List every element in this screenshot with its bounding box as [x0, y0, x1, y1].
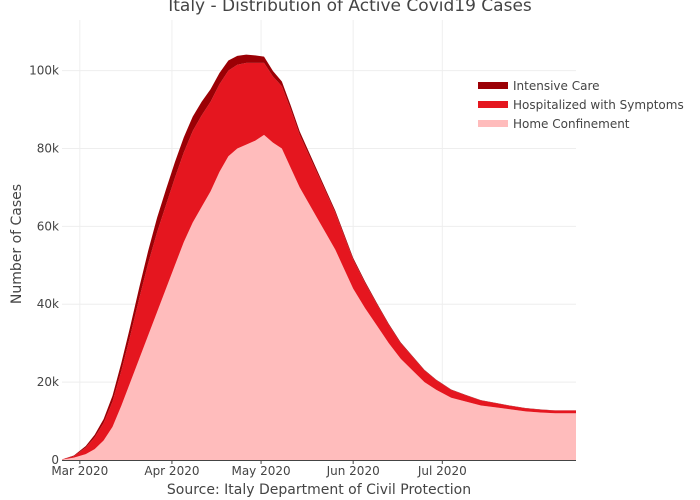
x-tick-label: Apr 2020: [144, 464, 199, 478]
y-tick-label: 60k: [37, 219, 59, 233]
y-axis-label: Number of Cases: [9, 183, 25, 305]
stacked-areas: [62, 54, 576, 460]
chart-title: Italy - Distribution of Active Covid19 C…: [168, 0, 532, 16]
y-tick-label: 40k: [37, 297, 59, 311]
axes: 0 20k 40k 60k 80k 100k Mar 2020 Apr 2020 May 202…: [29, 64, 576, 478]
area-hospitalized-with-symptoms: [62, 62, 576, 460]
x-tick-label: Mar 2020: [51, 464, 108, 478]
legend-item-intensive-care[interactable]: Intensive Care: [478, 76, 684, 95]
legend-label-intensive-care: Intensive Care: [513, 78, 600, 93]
x-tick-label: Jun 2020: [326, 464, 380, 478]
x-axis-label: Source: Italy Department of Civil Protec…: [166, 482, 472, 498]
y-tick-label: 0: [51, 453, 59, 467]
legend-swatch-hospitalized: [478, 101, 508, 108]
legend-item-hospitalized[interactable]: Hospitalized with Symptoms: [478, 95, 684, 114]
legend-label-hospitalized: Hospitalized with Symptoms: [513, 97, 684, 112]
legend-swatch-home-confinement: [478, 120, 508, 127]
y-tick-label: 100k: [29, 64, 59, 78]
x-tick-label: Jul 2020: [417, 464, 467, 478]
legend-item-home-confinement[interactable]: Home Confinement: [478, 114, 684, 133]
y-tick-label: 20k: [37, 375, 59, 389]
legend-label-home-confinement: Home Confinement: [513, 116, 630, 131]
y-tick-label: 80k: [37, 141, 59, 155]
area-home-confinement: [62, 134, 576, 460]
legend-swatch-intensive-care: [478, 82, 508, 89]
x-tick-label: May 2020: [231, 464, 290, 478]
legend: Intensive Care Hospitalized with Symptom…: [478, 76, 684, 133]
